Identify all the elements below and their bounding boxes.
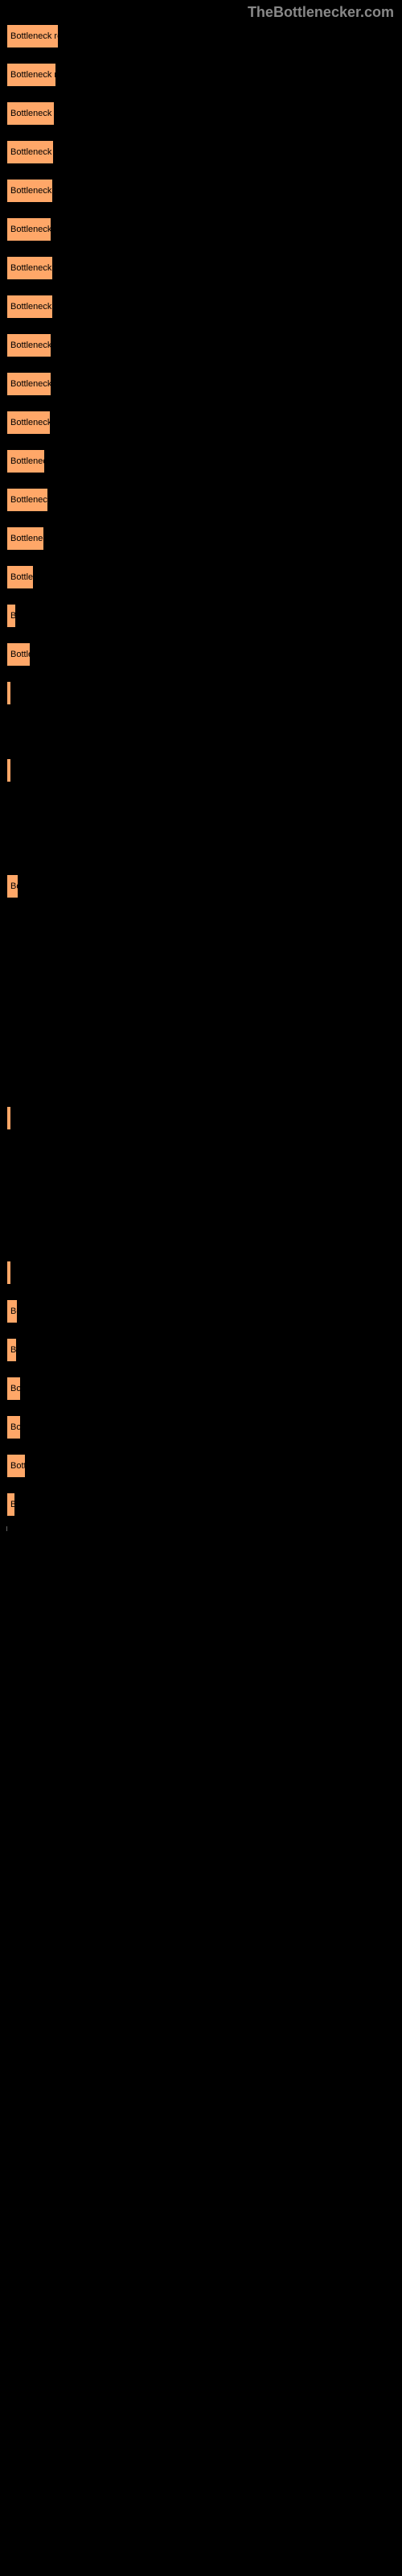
bar: Bottleneck	[6, 449, 45, 473]
bar-row: Bottleneck res	[6, 291, 402, 323]
bar-row: Bottleneck	[6, 522, 402, 555]
bar: Bottleneck res	[6, 179, 53, 203]
bar: Bo	[6, 874, 18, 898]
bar: Bor	[6, 1377, 21, 1401]
bar: B	[6, 604, 16, 628]
bar-label: Bottleneck resu	[10, 31, 59, 41]
bar: Bottleneck re	[6, 411, 51, 435]
bar-row: B	[6, 600, 402, 632]
bar-row	[6, 832, 402, 864]
bar-label: Bo	[10, 1307, 18, 1316]
bar: Bottleneck res	[6, 295, 53, 319]
bar-label: B	[10, 611, 16, 621]
bar-row	[6, 1063, 402, 1096]
bar-label: Be	[10, 1345, 17, 1355]
bar-label: Bottleneck res	[10, 186, 53, 196]
bar-label: Bottleneck re	[10, 379, 51, 389]
bar-row: Bot	[6, 1411, 402, 1443]
bar-row: Bottleneck re	[6, 368, 402, 400]
bar-row: Bottleneck res	[6, 136, 402, 168]
bar-row	[6, 1025, 402, 1057]
bar: Bottle	[6, 642, 31, 667]
bar: Bottleneck resu	[6, 24, 59, 48]
bar: Bottleneck res	[6, 140, 54, 164]
bar-row: Bottleneck res	[6, 175, 402, 207]
bar-row: Bottlen	[6, 561, 402, 593]
bar-row: Be	[6, 1334, 402, 1366]
bar-label: Bottleneck	[10, 456, 45, 466]
bar-label: Bo	[10, 881, 18, 891]
bar-label: Bottlen	[10, 572, 34, 582]
bar-row: Bottleneck re	[6, 213, 402, 246]
bar-row: B	[6, 1488, 402, 1521]
bar: Bottlen	[6, 565, 34, 589]
bar-label: Bottleneck res	[10, 263, 53, 273]
bar-label: Bottleneck re	[10, 418, 51, 427]
bar-row	[6, 909, 402, 941]
bar-row: Bo	[6, 1295, 402, 1327]
bar-row	[6, 1257, 402, 1289]
bar-row	[6, 1102, 402, 1134]
bar-label: Bottleneck resu	[10, 70, 56, 80]
bar-row	[6, 947, 402, 980]
bar: Bottleneck res	[6, 101, 55, 126]
bar: Bottl	[6, 1454, 26, 1478]
bar: Bottleneck re	[6, 372, 51, 396]
bar-row	[6, 716, 402, 748]
bar-row	[6, 1218, 402, 1250]
bar: Be	[6, 1338, 17, 1362]
bar-row: Bottleneck re	[6, 329, 402, 361]
bar-row: Bottleneck	[6, 445, 402, 477]
axis-tick	[6, 1526, 7, 1531]
bar-row: Bor	[6, 1373, 402, 1405]
bar-label: Bottleneck res	[10, 302, 53, 312]
bar: Bo	[6, 1299, 18, 1323]
bar-row: Bottleneck res	[6, 252, 402, 284]
bar: Bottleneck re	[6, 217, 51, 242]
bar	[6, 758, 11, 782]
bar-row: Bottl	[6, 1450, 402, 1482]
bar-row: Bo	[6, 870, 402, 902]
bar-label: Bottl	[10, 1461, 26, 1471]
bar-row: Bottleneck res	[6, 97, 402, 130]
bar-label: Bottleneck r	[10, 495, 48, 505]
bar: Bottleneck res	[6, 256, 53, 280]
bar-row: Bottle	[6, 638, 402, 671]
bar-row	[6, 754, 402, 786]
bar-label: B	[10, 1500, 15, 1509]
bar: Bottleneck r	[6, 488, 48, 512]
bar-chart: Bottleneck resu Bottleneck resu Bottleneck…	[0, 0, 402, 1559]
bar	[6, 681, 11, 705]
watermark-text: TheBottlenecker.com	[248, 4, 394, 21]
bar-row: Bottleneck r	[6, 484, 402, 516]
bar-row	[6, 1141, 402, 1173]
bar	[6, 1261, 11, 1285]
bar-row	[6, 1179, 402, 1212]
bar-label: Bot	[10, 1422, 21, 1432]
bar: Bottleneck re	[6, 333, 51, 357]
bar: B	[6, 1492, 15, 1517]
bar-label: Bottleneck res	[10, 109, 55, 118]
bar: Bottleneck	[6, 526, 44, 551]
bar: Bottleneck resu	[6, 63, 56, 87]
bar-label: Bottle	[10, 650, 31, 659]
bar-label: Bottleneck re	[10, 341, 51, 350]
bar-row: Bottleneck resu	[6, 59, 402, 91]
bar-label: Bor	[10, 1384, 21, 1393]
bar-row: Bottleneck re	[6, 407, 402, 439]
bar	[6, 1106, 11, 1130]
bar-row: Bottleneck resu	[6, 20, 402, 52]
bar-row	[6, 793, 402, 825]
bar-row	[6, 986, 402, 1018]
bar-label: Bottleneck re	[10, 225, 51, 234]
bar-label: Bottleneck	[10, 534, 44, 543]
bar-row	[6, 677, 402, 709]
bar: Bot	[6, 1415, 21, 1439]
bar-label: Bottleneck res	[10, 147, 54, 157]
